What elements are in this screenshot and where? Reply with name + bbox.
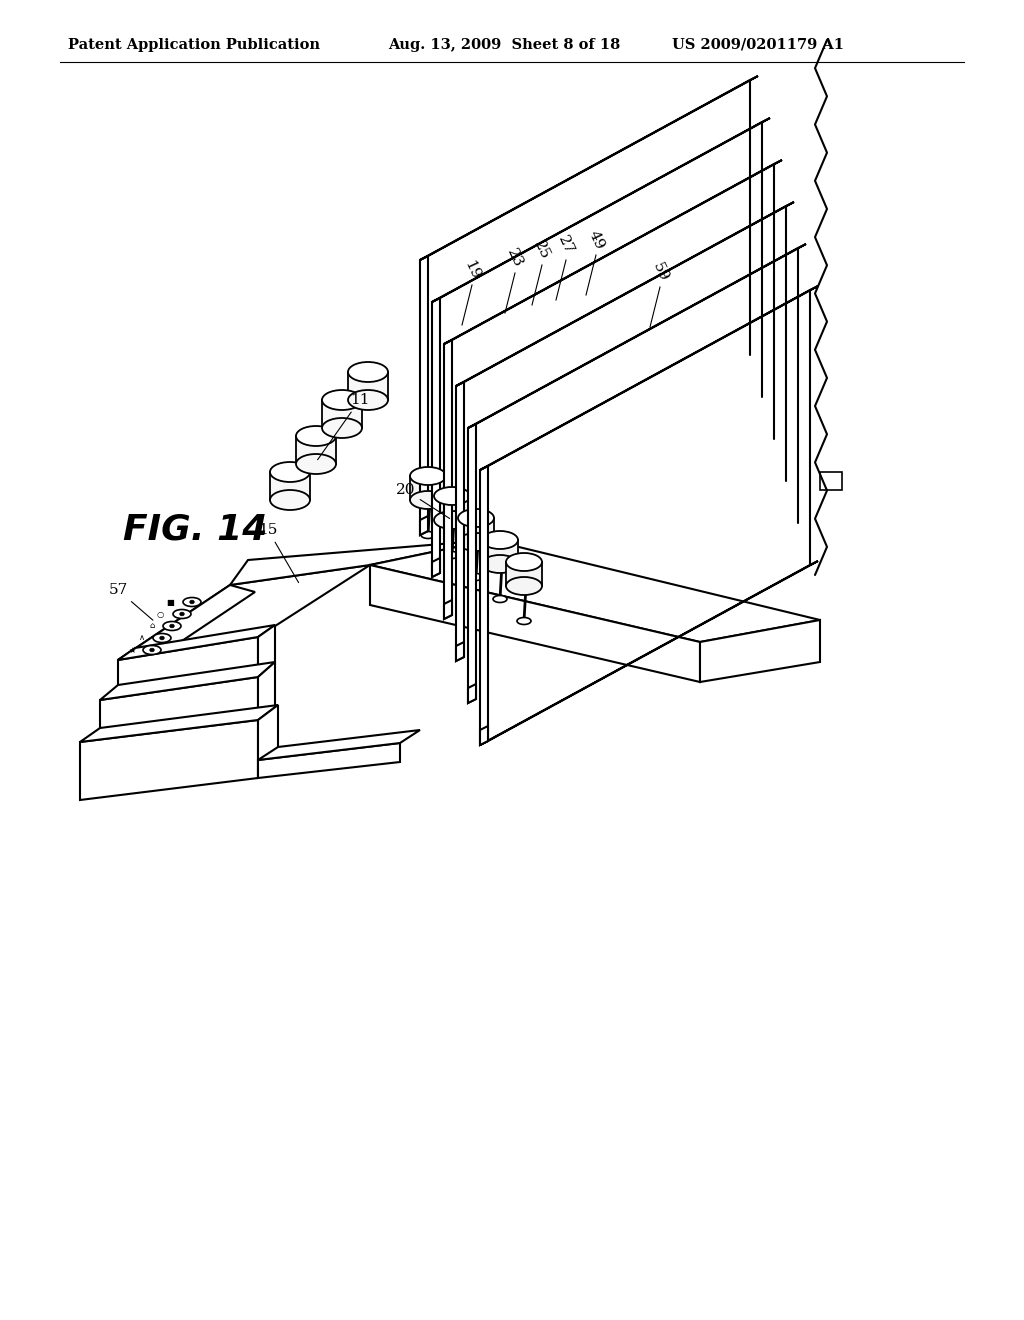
Polygon shape (80, 705, 278, 742)
Ellipse shape (173, 610, 191, 619)
Text: 25: 25 (531, 239, 552, 261)
Text: ■: ■ (166, 598, 174, 606)
Ellipse shape (458, 533, 494, 550)
Polygon shape (468, 684, 476, 704)
Polygon shape (322, 400, 362, 428)
Ellipse shape (348, 362, 388, 381)
Ellipse shape (189, 601, 195, 603)
Text: 49: 49 (586, 228, 606, 252)
Ellipse shape (296, 454, 336, 474)
Polygon shape (80, 719, 258, 800)
Ellipse shape (322, 389, 362, 411)
Ellipse shape (434, 487, 470, 506)
Text: 57: 57 (109, 583, 153, 620)
Polygon shape (468, 424, 476, 704)
Ellipse shape (410, 467, 446, 484)
Ellipse shape (493, 595, 507, 602)
Polygon shape (456, 381, 464, 661)
Polygon shape (480, 286, 818, 470)
Polygon shape (118, 585, 255, 667)
Polygon shape (444, 160, 782, 345)
Polygon shape (432, 558, 440, 577)
Polygon shape (434, 496, 470, 520)
Ellipse shape (296, 426, 336, 446)
Ellipse shape (270, 490, 310, 510)
Ellipse shape (434, 511, 470, 529)
Polygon shape (296, 436, 336, 465)
Ellipse shape (270, 462, 310, 482)
Polygon shape (420, 516, 428, 535)
Polygon shape (700, 620, 820, 682)
Text: Aug. 13, 2009  Sheet 8 of 18: Aug. 13, 2009 Sheet 8 of 18 (388, 38, 621, 51)
Polygon shape (370, 540, 820, 642)
Text: 27: 27 (556, 234, 577, 256)
Ellipse shape (170, 624, 174, 628)
Text: 11: 11 (317, 393, 370, 459)
Text: Patent Application Publication: Patent Application Publication (68, 38, 319, 51)
Ellipse shape (506, 577, 542, 595)
Polygon shape (230, 540, 490, 585)
Ellipse shape (143, 645, 161, 655)
Text: ○: ○ (157, 610, 164, 619)
Polygon shape (444, 601, 452, 619)
Text: ★: ★ (128, 645, 136, 655)
Polygon shape (118, 565, 370, 660)
Polygon shape (420, 77, 758, 260)
Text: ∧: ∧ (139, 634, 145, 643)
Polygon shape (480, 726, 488, 744)
Ellipse shape (160, 636, 164, 640)
Polygon shape (456, 642, 464, 661)
Polygon shape (118, 624, 275, 660)
Polygon shape (420, 256, 428, 535)
Polygon shape (432, 117, 770, 302)
Polygon shape (410, 477, 446, 500)
Text: 20: 20 (395, 483, 450, 519)
Polygon shape (432, 298, 440, 577)
Ellipse shape (506, 553, 542, 572)
Polygon shape (458, 517, 494, 543)
Polygon shape (258, 663, 275, 722)
Text: 15: 15 (258, 523, 299, 582)
Ellipse shape (163, 622, 181, 631)
Ellipse shape (180, 612, 184, 616)
Ellipse shape (421, 532, 435, 539)
Text: 59: 59 (649, 260, 671, 284)
Polygon shape (258, 624, 275, 677)
Text: FIG. 14: FIG. 14 (123, 513, 267, 546)
Polygon shape (370, 565, 700, 682)
Ellipse shape (322, 418, 362, 438)
Text: ⌂: ⌂ (150, 622, 155, 631)
Ellipse shape (348, 389, 388, 411)
Polygon shape (270, 473, 310, 500)
Ellipse shape (458, 510, 494, 527)
Ellipse shape (482, 531, 518, 549)
Polygon shape (258, 705, 278, 777)
Ellipse shape (183, 598, 201, 606)
Polygon shape (506, 562, 542, 586)
Ellipse shape (153, 634, 171, 643)
Polygon shape (456, 202, 794, 385)
Polygon shape (258, 743, 400, 777)
Polygon shape (480, 466, 488, 744)
FancyBboxPatch shape (820, 473, 842, 490)
Text: 19: 19 (462, 259, 482, 281)
Polygon shape (100, 663, 275, 700)
Ellipse shape (150, 648, 155, 652)
Ellipse shape (410, 491, 446, 510)
Polygon shape (480, 561, 818, 744)
Polygon shape (258, 730, 420, 760)
Ellipse shape (469, 573, 483, 581)
Polygon shape (444, 341, 452, 619)
Polygon shape (468, 244, 806, 428)
Polygon shape (118, 638, 258, 700)
Ellipse shape (482, 554, 518, 573)
Ellipse shape (517, 618, 531, 624)
Text: US 2009/0201179 A1: US 2009/0201179 A1 (672, 38, 844, 51)
Ellipse shape (445, 552, 459, 558)
Polygon shape (482, 540, 518, 564)
Text: 23: 23 (505, 247, 525, 269)
Polygon shape (348, 372, 388, 400)
Polygon shape (100, 677, 258, 744)
